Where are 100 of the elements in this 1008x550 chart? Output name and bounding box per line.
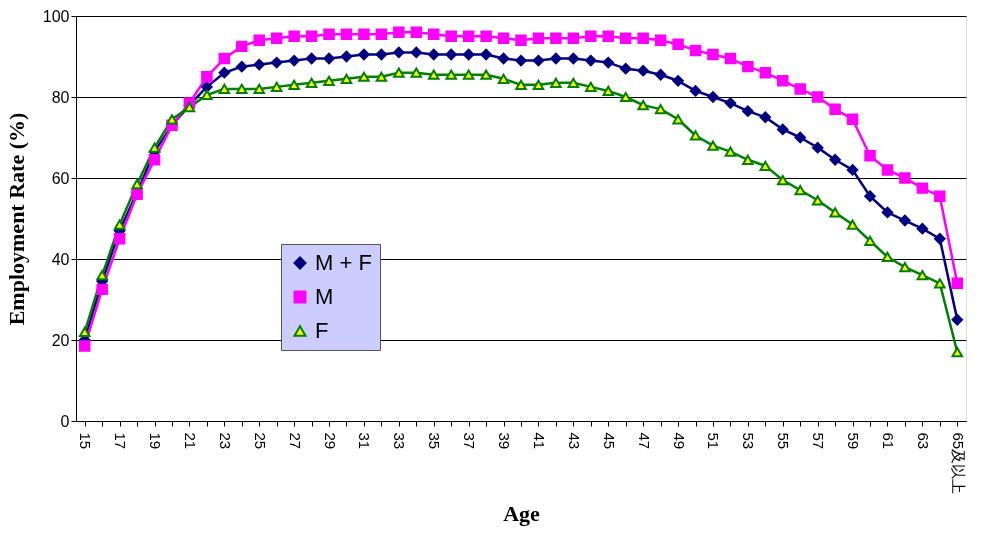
point [148, 142, 161, 153]
point [759, 111, 772, 123]
point [410, 67, 423, 78]
point [497, 73, 510, 84]
point [707, 48, 719, 61]
x-tick-label: 41 [530, 432, 548, 450]
point [550, 52, 562, 65]
point [550, 77, 562, 88]
point [428, 69, 440, 80]
point [829, 154, 841, 166]
point [78, 340, 91, 352]
point [113, 233, 126, 245]
point [323, 52, 335, 65]
point [96, 270, 108, 281]
x-tick-label: 35 [426, 432, 444, 450]
point [462, 30, 475, 42]
point [794, 83, 806, 95]
point [567, 77, 580, 88]
point [323, 28, 335, 40]
point [899, 214, 911, 227]
point [864, 235, 876, 246]
point [375, 48, 388, 61]
point [864, 190, 876, 202]
x-tick-label: 47 [635, 432, 653, 450]
point [218, 52, 231, 65]
point [462, 69, 475, 80]
point [253, 58, 265, 71]
point [934, 233, 946, 245]
x-tick-label: 51 [705, 432, 723, 450]
point [724, 52, 737, 65]
point [393, 67, 405, 78]
point [288, 54, 300, 67]
point [934, 278, 946, 289]
point [619, 91, 632, 103]
x-axis-title: Age [503, 501, 541, 527]
point [236, 40, 248, 53]
point [759, 160, 772, 171]
point [602, 30, 614, 42]
x-tick-label: 39 [496, 432, 514, 450]
point [777, 174, 789, 186]
point [654, 104, 667, 115]
point [410, 46, 423, 59]
point [532, 79, 545, 90]
x-tick-label: 59 [845, 432, 863, 450]
point [585, 30, 597, 42]
point [742, 60, 754, 73]
point [532, 32, 545, 45]
y-tick-label: 20 [51, 331, 70, 349]
point [899, 172, 911, 184]
point [375, 71, 388, 82]
point [480, 69, 492, 80]
point [480, 48, 492, 61]
point [340, 50, 353, 63]
x-tick-label: 31 [356, 432, 374, 450]
point [201, 71, 213, 83]
point [375, 28, 388, 40]
point [497, 32, 510, 45]
point [811, 195, 824, 206]
point [515, 34, 527, 47]
point [811, 141, 824, 154]
point [724, 97, 737, 109]
point [358, 71, 370, 82]
point [951, 347, 964, 358]
y-tick-label: 40 [51, 250, 70, 268]
point [881, 164, 894, 176]
point [445, 48, 457, 61]
x-tick-label: 55 [775, 432, 793, 450]
point [934, 190, 946, 202]
legend-label: M + F [315, 250, 372, 275]
point [881, 206, 894, 219]
point [340, 28, 353, 40]
point [480, 30, 492, 42]
y-axis-title: Employment Rate (%) [3, 112, 29, 326]
x-tick-label: 15 [77, 432, 95, 450]
point [96, 283, 108, 296]
x-tick-label: 17 [112, 432, 130, 450]
point [846, 113, 859, 126]
point [794, 131, 806, 144]
point [305, 30, 318, 42]
point [654, 68, 667, 81]
point [78, 326, 91, 338]
point [270, 56, 283, 69]
point [619, 32, 632, 45]
point [428, 28, 440, 40]
x-tick-label: 63 [914, 432, 932, 450]
point [864, 149, 876, 162]
point [253, 34, 265, 47]
point [707, 140, 719, 151]
point [515, 54, 527, 67]
y-tick-label: 60 [51, 169, 70, 187]
point [916, 270, 929, 281]
x-tick-label: 27 [286, 432, 304, 450]
point [340, 73, 353, 84]
point [951, 277, 964, 290]
point [218, 83, 231, 95]
point [585, 54, 597, 67]
point [829, 207, 841, 218]
x-tick-label: 33 [391, 432, 409, 450]
point [742, 154, 754, 165]
point [672, 38, 684, 51]
